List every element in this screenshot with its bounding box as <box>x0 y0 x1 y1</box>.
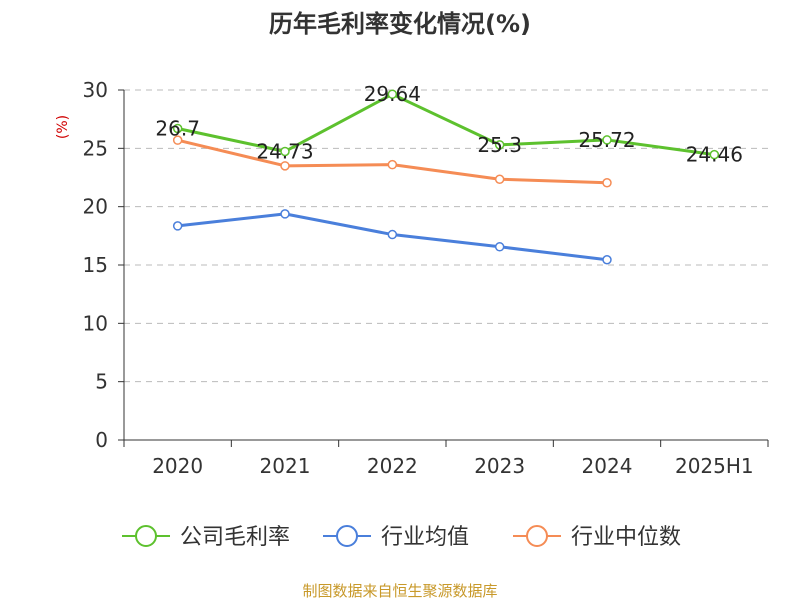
legend-item-1: 行业均值 <box>323 525 469 550</box>
point-1-2023 <box>494 242 505 252</box>
point-0-2021 <box>280 146 290 157</box>
y-tick-label-10: 10 <box>83 311 108 335</box>
y-tick-label-15: 15 <box>83 253 108 277</box>
point-2-2024 <box>602 178 612 188</box>
y-tick-label-5: 5 <box>95 370 108 394</box>
grid-layer <box>124 89 768 383</box>
legend: 公司毛利率 行业均值 行业中位数 <box>122 525 681 550</box>
series-layer <box>172 89 720 265</box>
legend-item-0: 公司毛利率 <box>122 525 290 550</box>
x-tick-label-2023: 2023 <box>474 454 525 478</box>
legend-item-2: 行业中位数 <box>513 525 681 550</box>
point-2-2022 <box>387 159 398 170</box>
legend-label: 行业中位数 <box>571 525 681 550</box>
data-label-layer: 26.7 24.73 29.64 25.3 25.72 24.46 <box>155 82 743 166</box>
point-2-2020 <box>172 135 183 145</box>
legend-marker <box>336 525 358 547</box>
axis-layer: 0 5 10 15 20 25 30 2020 2021 2022 2023 2024 2025H1 <box>83 78 769 478</box>
y-tick-label-0: 0 <box>95 428 108 452</box>
point-0-2022 <box>387 89 398 99</box>
point-2-2021 <box>280 161 290 171</box>
point-1-2022 <box>387 229 398 240</box>
series-line-0 <box>177 92 715 157</box>
chart-title: 历年毛利率变化情况(%) <box>269 10 531 38</box>
data-label-2022: 29.64 <box>364 82 421 106</box>
point-2-2023 <box>494 174 505 184</box>
point-0-2023 <box>494 140 505 150</box>
source-note: 制图数据来自恒生聚源数据库 <box>302 582 497 600</box>
point-1-2021 <box>280 209 290 219</box>
data-label-2021: 24.73 <box>256 139 313 163</box>
point-0-2025H1 <box>709 149 720 160</box>
point-1-2024 <box>602 255 612 265</box>
legend-marker <box>135 525 157 547</box>
legend-label: 公司毛利率 <box>180 525 290 550</box>
point-0-2020 <box>172 123 183 134</box>
data-label-2023: 25.3 <box>477 133 522 157</box>
x-tick-label-2021: 2021 <box>260 454 311 478</box>
point-0-2024 <box>602 135 612 145</box>
y-tick-label-20: 20 <box>83 195 108 219</box>
y-tick-label-25: 25 <box>83 136 108 160</box>
x-tick-label-2024: 2024 <box>582 454 633 478</box>
data-label-2024: 25.72 <box>578 128 635 152</box>
y-tick-label-30: 30 <box>83 78 108 102</box>
x-tick-label-2022: 2022 <box>367 454 418 478</box>
data-label-2020: 26.7 <box>155 117 200 141</box>
x-tick-label-2020: 2020 <box>152 454 203 478</box>
x-tick-label-2025H1: 2025H1 <box>675 454 754 478</box>
y-axis-label: (%) <box>55 115 71 139</box>
legend-label: 行业均值 <box>381 525 469 550</box>
point-1-2020 <box>172 221 183 231</box>
data-label-2025H1: 24.46 <box>686 143 743 167</box>
legend-marker <box>526 525 548 547</box>
